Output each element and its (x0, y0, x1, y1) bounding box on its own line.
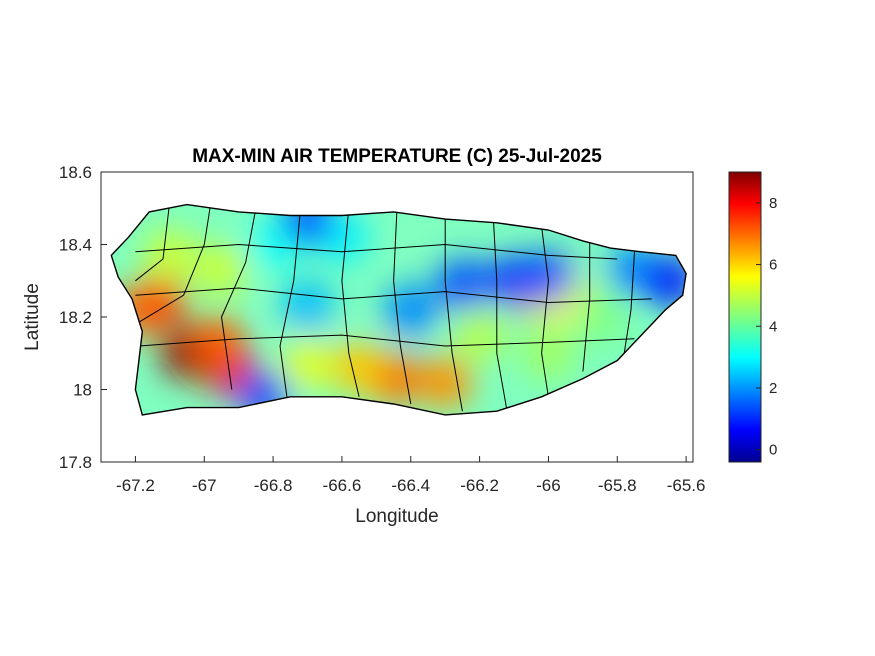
municipal-boundary (135, 204, 212, 325)
y-tick-label: 18.2 (59, 308, 92, 327)
temperature-spot (436, 258, 489, 311)
y-axis-ticks: 18.6 18.4 18.2 18 17.8 (59, 163, 107, 472)
colorbar-tick-label: 4 (769, 318, 777, 335)
temperature-spot (522, 327, 575, 380)
x-tick-label: -66.4 (391, 476, 430, 495)
x-tick-label: -66.8 (254, 476, 293, 495)
map-title: MAX-MIN AIR TEMPERATURE (C) 25-Jul-2025 (192, 146, 602, 167)
municipal-boundary (444, 215, 463, 412)
temperature-spot (384, 283, 437, 336)
y-tick-label: 18.6 (59, 163, 92, 182)
municipal-boundary (341, 208, 360, 397)
x-tick-label: -66.6 (323, 476, 362, 495)
x-tick-label: -66 (536, 476, 561, 495)
temperature-spot (143, 229, 196, 282)
x-axis-label: Longitude (355, 506, 438, 527)
x-tick-label: -67.2 (116, 476, 155, 495)
municipal-boundary (135, 243, 618, 260)
temperature-spot (642, 254, 687, 307)
x-tick-label: -67 (192, 476, 217, 495)
temperature-spot (419, 356, 472, 409)
municipal-boundaries (135, 204, 652, 412)
colorbar (728, 171, 762, 463)
island-outline (110, 203, 687, 416)
temperature-spot (574, 291, 627, 343)
municipal-boundary (135, 204, 171, 282)
x-axis-ticks: -67.2 -67 -66.8 -66.6 -66.4 -66.2 -66 -65.8 -65.… (116, 456, 705, 495)
temperature-spot (192, 316, 245, 369)
municipal-boundary (541, 226, 549, 397)
colorbar-tick-label: 8 (769, 195, 777, 212)
y-axis-label: Latitude (22, 283, 43, 351)
temperature-spot (453, 309, 506, 362)
y-tick-label: 18 (73, 381, 92, 400)
x-tick-label: -66.2 (460, 476, 499, 495)
colorbar-ticks: 0 2 4 6 8 (756, 195, 777, 459)
colorbar-tick-label: 0 (769, 442, 777, 459)
y-tick-label: 17.8 (59, 453, 92, 472)
colorbar-tick-label: 6 (769, 257, 777, 274)
municipal-boundary (393, 208, 412, 405)
temperature-spot (195, 243, 248, 296)
colorbar-tick-label: 2 (769, 380, 777, 397)
x-tick-label: -65.8 (598, 476, 637, 495)
temperature-spot (281, 338, 334, 391)
temperature-spot (333, 341, 386, 394)
municipal-boundary (220, 208, 257, 390)
x-tick-label: -65.6 (667, 476, 706, 495)
municipal-boundary (138, 334, 635, 347)
municipal-boundary (279, 208, 302, 397)
municipal-boundary (135, 287, 652, 304)
y-tick-label: 18.4 (59, 236, 92, 255)
temperature-spot (281, 280, 334, 333)
